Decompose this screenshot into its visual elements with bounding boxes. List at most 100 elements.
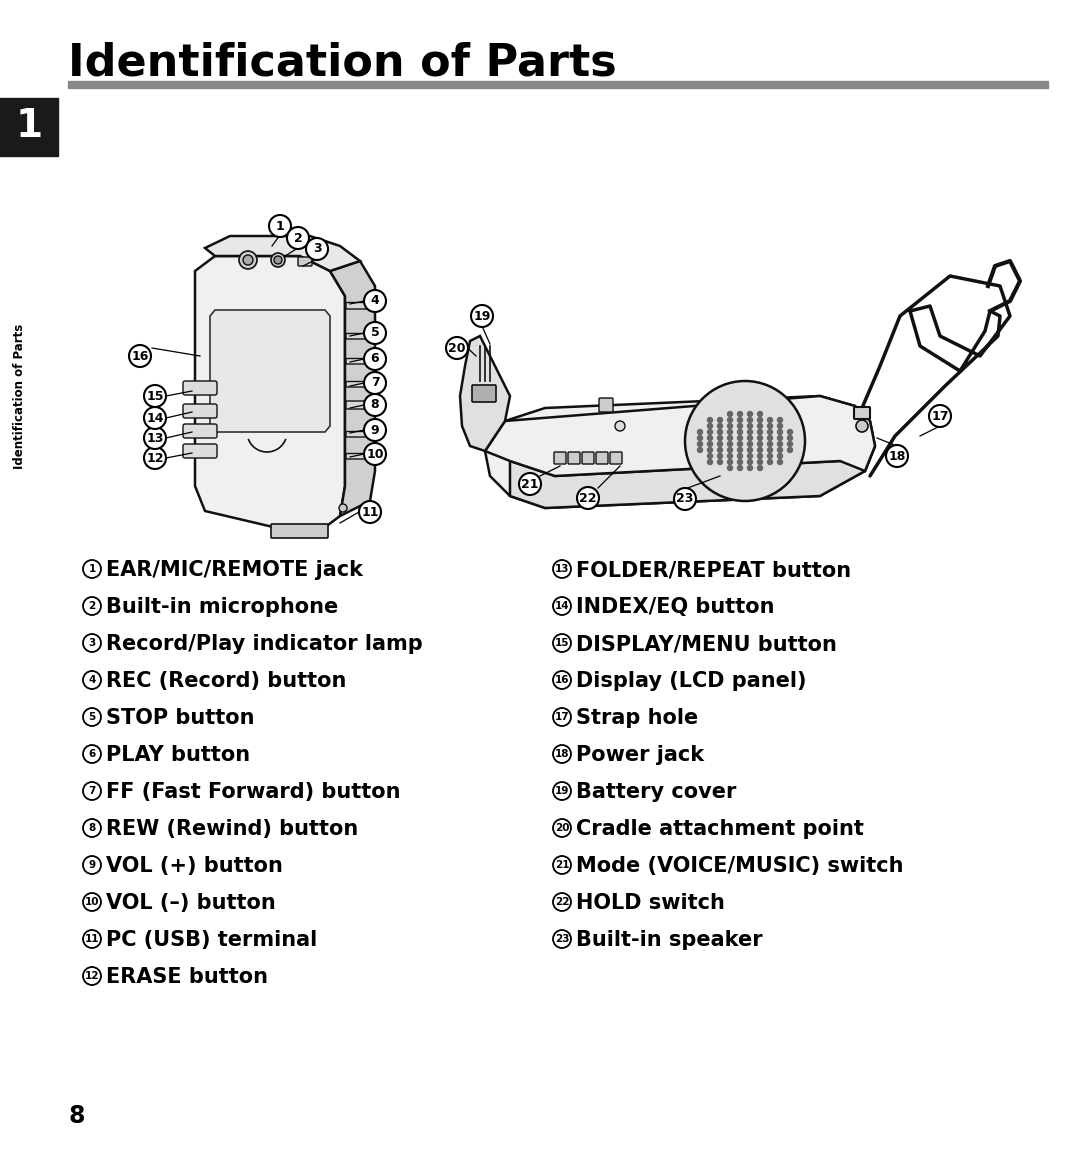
Circle shape <box>728 436 732 440</box>
Circle shape <box>364 323 386 344</box>
Circle shape <box>274 255 282 264</box>
Text: 7: 7 <box>370 377 379 390</box>
Circle shape <box>717 430 723 435</box>
Circle shape <box>757 412 762 416</box>
Text: Cradle attachment point: Cradle attachment point <box>576 818 864 839</box>
Text: Record/Play indicator lamp: Record/Play indicator lamp <box>106 633 422 654</box>
Text: 2: 2 <box>294 231 302 245</box>
FancyBboxPatch shape <box>568 452 580 464</box>
Circle shape <box>83 855 102 874</box>
Circle shape <box>757 447 762 452</box>
Polygon shape <box>510 446 875 507</box>
Circle shape <box>717 436 723 440</box>
Circle shape <box>778 442 783 446</box>
Circle shape <box>778 453 783 459</box>
Text: 4: 4 <box>370 295 379 307</box>
Text: 8: 8 <box>370 399 379 412</box>
Circle shape <box>747 442 753 446</box>
Circle shape <box>698 430 702 435</box>
Circle shape <box>747 466 753 470</box>
Circle shape <box>83 781 102 800</box>
Circle shape <box>747 453 753 459</box>
Circle shape <box>364 443 386 465</box>
Circle shape <box>698 436 702 440</box>
Circle shape <box>757 442 762 446</box>
Circle shape <box>129 344 151 366</box>
Polygon shape <box>460 336 510 451</box>
Circle shape <box>519 473 541 495</box>
Text: REW (Rewind) button: REW (Rewind) button <box>106 818 359 839</box>
Circle shape <box>717 459 723 465</box>
Text: 20: 20 <box>555 823 569 833</box>
Circle shape <box>553 855 571 874</box>
FancyBboxPatch shape <box>183 403 217 418</box>
Circle shape <box>738 430 743 435</box>
Text: 22: 22 <box>555 897 569 907</box>
Circle shape <box>778 417 783 422</box>
Circle shape <box>787 436 793 440</box>
FancyBboxPatch shape <box>183 381 217 395</box>
Circle shape <box>717 447 723 452</box>
Circle shape <box>778 459 783 465</box>
Text: VOL (+) button: VOL (+) button <box>106 855 283 876</box>
Polygon shape <box>205 236 360 271</box>
Circle shape <box>553 818 571 837</box>
Text: 20: 20 <box>448 341 465 355</box>
Text: 16: 16 <box>555 675 569 686</box>
Circle shape <box>728 453 732 459</box>
Circle shape <box>553 744 571 763</box>
Text: 15: 15 <box>146 390 164 402</box>
Circle shape <box>747 430 753 435</box>
Text: 16: 16 <box>132 349 149 363</box>
Text: Identification of Parts: Identification of Parts <box>68 40 617 84</box>
Circle shape <box>728 447 732 452</box>
Circle shape <box>787 430 793 435</box>
Text: FOLDER/REPEAT button: FOLDER/REPEAT button <box>576 560 851 580</box>
Circle shape <box>83 596 102 615</box>
Text: 1: 1 <box>275 220 284 232</box>
Circle shape <box>717 417 723 422</box>
Circle shape <box>757 417 762 422</box>
Circle shape <box>929 405 951 427</box>
Text: Power jack: Power jack <box>576 744 704 765</box>
Circle shape <box>553 892 571 911</box>
Text: 10: 10 <box>366 447 383 460</box>
Text: Built-in microphone: Built-in microphone <box>106 596 338 617</box>
Text: 9: 9 <box>89 860 95 870</box>
Text: 7: 7 <box>89 786 96 796</box>
Circle shape <box>738 417 743 422</box>
Text: 9: 9 <box>370 423 379 437</box>
Circle shape <box>707 423 713 429</box>
Circle shape <box>768 423 772 429</box>
Text: PC (USB) terminal: PC (USB) terminal <box>106 929 318 950</box>
Circle shape <box>553 560 571 578</box>
Circle shape <box>707 447 713 452</box>
Circle shape <box>728 459 732 465</box>
Text: INDEX/EQ button: INDEX/EQ button <box>576 596 774 617</box>
Circle shape <box>577 487 599 509</box>
Polygon shape <box>210 310 330 432</box>
Circle shape <box>83 968 102 985</box>
Circle shape <box>768 447 772 452</box>
FancyBboxPatch shape <box>271 524 328 538</box>
Text: Strap hole: Strap hole <box>576 707 699 728</box>
FancyBboxPatch shape <box>346 453 368 459</box>
Text: 11: 11 <box>84 934 99 944</box>
Text: EAR/MIC/REMOTE jack: EAR/MIC/REMOTE jack <box>106 560 363 580</box>
Text: 8: 8 <box>68 1104 84 1128</box>
Text: 17: 17 <box>931 409 948 422</box>
Text: 5: 5 <box>370 326 379 340</box>
FancyBboxPatch shape <box>854 407 870 418</box>
Circle shape <box>778 430 783 435</box>
Text: 6: 6 <box>370 353 379 365</box>
Circle shape <box>757 453 762 459</box>
FancyBboxPatch shape <box>298 257 312 266</box>
Circle shape <box>553 929 571 948</box>
Circle shape <box>757 459 762 465</box>
Text: 5: 5 <box>89 712 96 722</box>
Text: 14: 14 <box>555 601 569 612</box>
Circle shape <box>747 412 753 416</box>
Circle shape <box>747 423 753 429</box>
Circle shape <box>778 436 783 440</box>
Circle shape <box>471 305 492 327</box>
